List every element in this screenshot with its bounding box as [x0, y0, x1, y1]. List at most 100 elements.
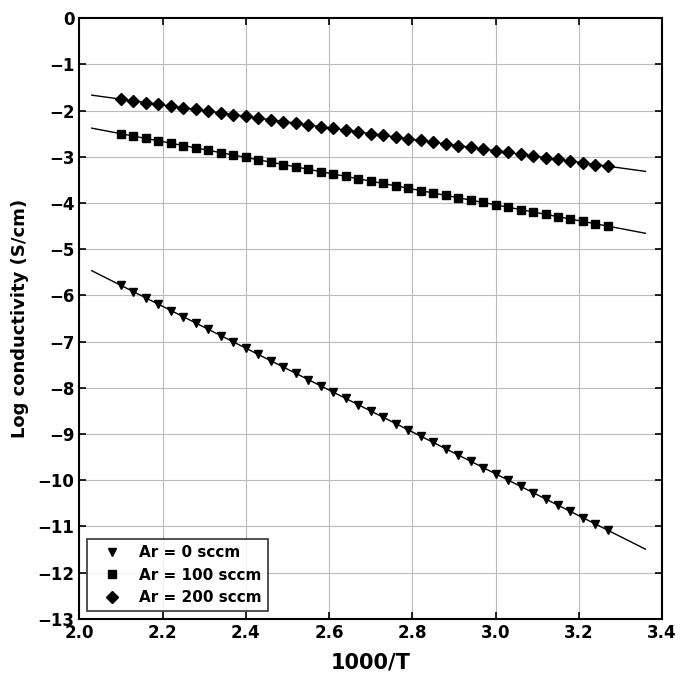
Ar = 200 sccm	[192, 105, 200, 114]
Ar = 200 sccm	[142, 98, 150, 107]
Ar = 100 sccm	[454, 194, 462, 202]
Ar = 100 sccm	[154, 137, 162, 145]
Ar = 200 sccm	[379, 131, 387, 140]
Ar = 0 sccm	[517, 482, 525, 490]
Ar = 200 sccm	[554, 155, 562, 163]
Ar = 100 sccm	[204, 146, 213, 155]
Ar = 100 sccm	[379, 179, 387, 187]
Ar = 100 sccm	[579, 218, 587, 226]
Ar = 200 sccm	[391, 133, 400, 141]
Ar = 100 sccm	[180, 142, 188, 150]
Ar = 0 sccm	[379, 413, 387, 421]
Ar = 200 sccm	[404, 135, 412, 143]
Ar = 0 sccm	[541, 495, 550, 503]
Ar = 200 sccm	[466, 143, 475, 151]
Ar = 0 sccm	[391, 419, 400, 428]
Ar = 100 sccm	[279, 161, 288, 169]
Ar = 200 sccm	[279, 118, 288, 126]
Ar = 200 sccm	[429, 138, 438, 146]
Ar = 200 sccm	[354, 128, 363, 136]
Ar = 200 sccm	[529, 152, 537, 160]
Ar = 0 sccm	[529, 488, 537, 497]
Ar = 100 sccm	[354, 174, 363, 183]
Ar = 0 sccm	[367, 407, 375, 415]
Ar = 200 sccm	[367, 129, 375, 137]
Ar = 100 sccm	[166, 139, 175, 147]
Ar = 200 sccm	[517, 150, 525, 158]
Ar = 200 sccm	[180, 104, 188, 112]
Y-axis label: Log conductivity (S/cm): Log conductivity (S/cm)	[11, 199, 29, 438]
Ar = 0 sccm	[442, 445, 450, 453]
Ar = 200 sccm	[241, 112, 250, 120]
Ar = 0 sccm	[292, 369, 300, 378]
Ar = 0 sccm	[416, 432, 424, 440]
Ar = 0 sccm	[466, 457, 475, 465]
Ar = 100 sccm	[604, 222, 612, 231]
Ar = 100 sccm	[554, 213, 562, 221]
Ar = 100 sccm	[129, 132, 138, 140]
Ar = 0 sccm	[129, 287, 138, 295]
Ar = 100 sccm	[267, 158, 275, 166]
Ar = 200 sccm	[229, 111, 237, 119]
Ar = 0 sccm	[479, 464, 487, 472]
Ar = 100 sccm	[254, 156, 262, 164]
Ar = 200 sccm	[604, 162, 612, 170]
Ar = 200 sccm	[316, 122, 325, 131]
Ar = 100 sccm	[404, 184, 412, 192]
Ar = 100 sccm	[142, 134, 150, 142]
Ar = 0 sccm	[554, 501, 562, 510]
Ar = 200 sccm	[416, 136, 424, 144]
Ar = 200 sccm	[454, 142, 462, 150]
Ar = 200 sccm	[217, 109, 225, 117]
Ar = 0 sccm	[354, 401, 363, 409]
Ar = 200 sccm	[579, 159, 587, 167]
Ar = 200 sccm	[566, 157, 574, 165]
Ar = 100 sccm	[466, 196, 475, 205]
Ar = 200 sccm	[541, 153, 550, 161]
Ar = 100 sccm	[329, 170, 337, 178]
Ar = 100 sccm	[416, 187, 424, 195]
Legend: Ar = 0 sccm, Ar = 100 sccm, Ar = 200 sccm: Ar = 0 sccm, Ar = 100 sccm, Ar = 200 scc…	[87, 539, 268, 611]
Ar = 0 sccm	[142, 294, 150, 302]
Ar = 0 sccm	[579, 514, 587, 522]
Ar = 100 sccm	[592, 220, 600, 228]
Ar = 0 sccm	[279, 363, 288, 371]
Ar = 200 sccm	[491, 146, 499, 155]
Ar = 0 sccm	[166, 306, 175, 315]
Ar = 200 sccm	[479, 145, 487, 153]
Line: Ar = 200 sccm: Ar = 200 sccm	[117, 95, 612, 170]
Ar = 100 sccm	[517, 205, 525, 213]
Ar = 200 sccm	[292, 119, 300, 127]
Ar = 100 sccm	[341, 172, 350, 181]
Ar = 200 sccm	[129, 97, 138, 105]
Ar = 0 sccm	[217, 332, 225, 340]
Ar = 200 sccm	[504, 148, 512, 157]
Line: Ar = 0 sccm: Ar = 0 sccm	[117, 281, 612, 534]
Ar = 100 sccm	[241, 153, 250, 161]
Ar = 100 sccm	[504, 203, 512, 211]
Ar = 0 sccm	[404, 425, 412, 434]
Ar = 100 sccm	[529, 208, 537, 216]
Ar = 0 sccm	[204, 325, 213, 333]
Ar = 100 sccm	[367, 177, 375, 185]
Ar = 0 sccm	[229, 338, 237, 346]
Ar = 0 sccm	[192, 319, 200, 327]
Ar = 200 sccm	[204, 107, 213, 116]
Ar = 200 sccm	[442, 140, 450, 148]
Ar = 0 sccm	[316, 382, 325, 390]
Ar = 100 sccm	[442, 192, 450, 200]
Ar = 100 sccm	[316, 168, 325, 176]
Ar = 0 sccm	[566, 508, 574, 516]
Ar = 200 sccm	[341, 126, 350, 134]
Ar = 100 sccm	[541, 210, 550, 218]
Ar = 200 sccm	[254, 114, 262, 122]
Ar = 0 sccm	[454, 451, 462, 459]
Ar = 100 sccm	[304, 165, 312, 173]
Ar = 200 sccm	[267, 116, 275, 124]
X-axis label: 1000/T: 1000/T	[331, 653, 411, 673]
Ar = 100 sccm	[429, 189, 438, 197]
Ar = 0 sccm	[504, 476, 512, 484]
Ar = 200 sccm	[304, 121, 312, 129]
Ar = 100 sccm	[217, 148, 225, 157]
Ar = 100 sccm	[391, 182, 400, 190]
